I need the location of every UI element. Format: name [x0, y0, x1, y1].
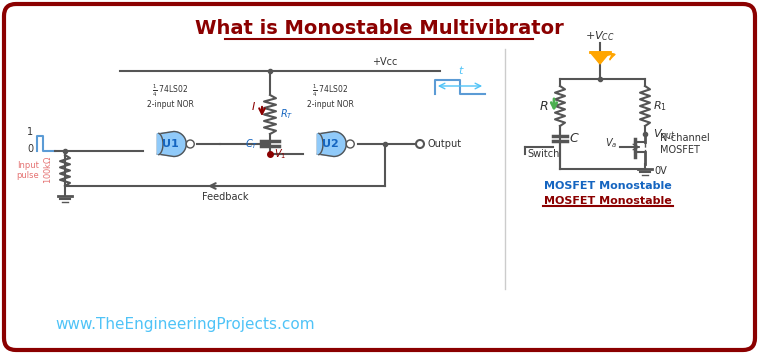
Text: C: C — [569, 132, 578, 145]
Circle shape — [416, 140, 424, 148]
Polygon shape — [158, 133, 163, 155]
Text: 0V: 0V — [654, 166, 666, 176]
Text: +Vcc: +Vcc — [373, 57, 398, 67]
Text: Input
pulse: Input pulse — [17, 161, 39, 181]
Text: U1: U1 — [162, 139, 178, 149]
FancyBboxPatch shape — [4, 4, 755, 350]
Polygon shape — [317, 133, 323, 155]
Text: Feedback: Feedback — [202, 192, 248, 202]
Text: Output: Output — [428, 139, 462, 149]
Text: $V_{out}$: $V_{out}$ — [653, 127, 676, 141]
Text: $\frac{1}{4}$ 74LS02
2-input NOR: $\frac{1}{4}$ 74LS02 2-input NOR — [307, 82, 354, 109]
Text: Switch: Switch — [527, 149, 559, 159]
Text: $V_1$: $V_1$ — [274, 147, 286, 161]
Polygon shape — [590, 52, 610, 64]
Text: 1: 1 — [27, 127, 33, 137]
Text: $C_T$: $C_T$ — [244, 137, 258, 151]
Text: $V_a$: $V_a$ — [605, 136, 617, 150]
Text: MOSFET Monostable: MOSFET Monostable — [544, 196, 672, 206]
Circle shape — [186, 140, 194, 148]
Text: $R_T$: $R_T$ — [280, 107, 293, 121]
Text: www.TheEngineeringProjects.com: www.TheEngineeringProjects.com — [55, 316, 315, 331]
Text: R: R — [540, 99, 548, 113]
Text: $\frac{1}{4}$ 74LS02
2-input NOR: $\frac{1}{4}$ 74LS02 2-input NOR — [146, 82, 194, 109]
Circle shape — [346, 140, 354, 148]
Text: 100k$\Omega$: 100k$\Omega$ — [42, 155, 53, 184]
Text: What is Monostable Multivibrator: What is Monostable Multivibrator — [194, 19, 563, 39]
Text: I: I — [252, 102, 255, 112]
Text: $+V_{CC}$: $+V_{CC}$ — [585, 29, 615, 43]
Text: 0: 0 — [27, 144, 33, 154]
Polygon shape — [158, 131, 186, 156]
Text: U2: U2 — [322, 139, 339, 149]
Text: t: t — [458, 66, 462, 76]
Text: N-channel
MOSFET: N-channel MOSFET — [660, 133, 710, 155]
Polygon shape — [317, 131, 346, 156]
Text: MOSFET Monostable: MOSFET Monostable — [544, 181, 672, 191]
Text: $R_1$: $R_1$ — [653, 99, 667, 113]
